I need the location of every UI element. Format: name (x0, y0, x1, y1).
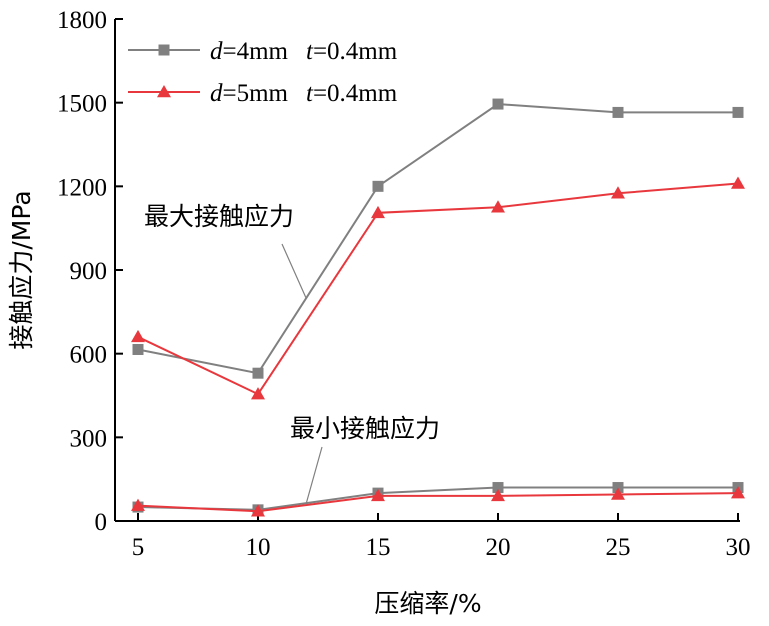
annotation-leader-line (281, 243, 307, 299)
x-tick-label: 15 (366, 534, 391, 561)
annotation-label: 最大接触应力 (144, 202, 294, 231)
series-line (137, 486, 738, 511)
legend-label: d=4mm t=0.4mm (210, 38, 398, 65)
x-tick-label: 30 (726, 534, 751, 561)
triangle-marker (731, 176, 745, 189)
triangle-marker (611, 487, 625, 500)
legend-label: d=5mm t=0.4mm (210, 80, 398, 107)
x-tick-label: 5 (132, 534, 145, 561)
triangle-marker (731, 486, 745, 499)
square-marker (732, 106, 744, 118)
y-tick-label: 1500 (57, 91, 107, 118)
annotation-leader-line (305, 446, 323, 505)
series-line (137, 492, 739, 513)
square-marker (158, 44, 170, 56)
y-ticks: 0 300 600 900 1200 1500 1800 (57, 7, 123, 536)
annotation-label: 最小接触应力 (290, 414, 440, 443)
triangle-marker (251, 387, 265, 400)
triangle-marker (491, 200, 505, 213)
series-line (137, 103, 738, 375)
triangle-marker (611, 186, 625, 199)
y-tick-label: 900 (70, 258, 108, 285)
triangle-marker (131, 329, 145, 343)
series-d5_min (131, 486, 745, 517)
triangle-marker (157, 85, 171, 98)
series-d5_max (131, 176, 745, 400)
triangle-marker (491, 488, 505, 502)
y-tick-label: 1200 (57, 174, 107, 201)
square-marker (372, 180, 384, 192)
square-marker (252, 367, 264, 379)
y-tick-label: 0 (95, 509, 108, 536)
legend-entry: d=5mm t=0.4mm (128, 80, 398, 107)
triangle-marker (131, 498, 145, 511)
series-layer (131, 98, 745, 517)
square-marker (612, 106, 624, 118)
legend: d=4mm t=0.4mm d=5mm t=0.4mm (128, 38, 398, 107)
x-axis-label: 压缩率/% (374, 589, 481, 618)
square-marker (132, 343, 144, 355)
square-marker (492, 98, 504, 110)
triangle-marker (251, 504, 265, 517)
x-tick-label: 20 (486, 534, 511, 561)
square-marker (492, 482, 504, 494)
y-axis-label: 接触应力/MPa (7, 190, 36, 349)
series-line (137, 182, 739, 396)
triangle-marker (371, 205, 385, 219)
legend-entry: d=4mm t=0.4mm (128, 38, 398, 65)
x-tick-label: 25 (606, 534, 631, 561)
triangle-marker (371, 488, 385, 502)
x-tick-label: 10 (246, 534, 271, 561)
series-d4_max (132, 98, 744, 379)
y-tick-label: 1800 (57, 7, 107, 34)
y-tick-label: 300 (70, 425, 108, 452)
y-tick-label: 600 (70, 342, 108, 369)
axes (114, 19, 740, 522)
